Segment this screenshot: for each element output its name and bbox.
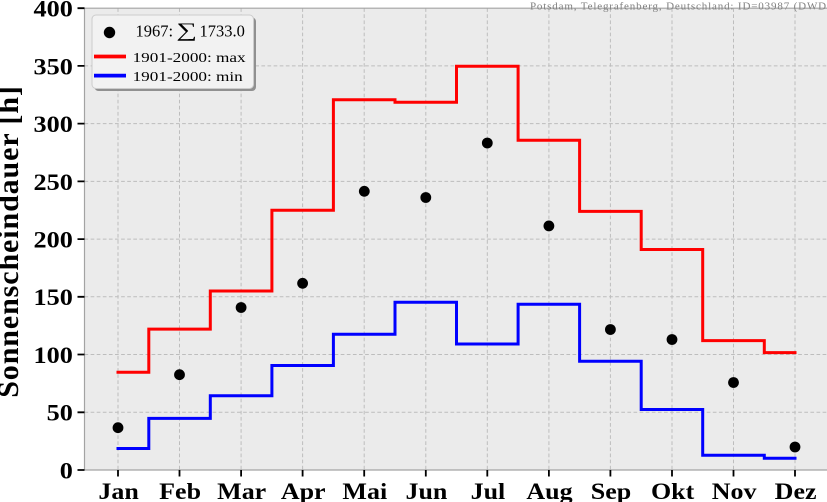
svg-text:1967:: 1967:	[136, 21, 174, 40]
svg-text:Sep: Sep	[591, 479, 631, 502]
svg-text:Nov: Nov	[712, 479, 758, 502]
svg-text:Jul: Jul	[471, 479, 506, 502]
svg-text:Mai: Mai	[342, 479, 387, 502]
svg-text:1733.0: 1733.0	[200, 21, 245, 40]
svg-text:200: 200	[33, 228, 72, 253]
svg-text:Sonnenscheindauer [h]: Sonnenscheindauer [h]	[0, 85, 25, 398]
svg-text:∑: ∑	[176, 19, 197, 41]
svg-text:Dez: Dez	[775, 479, 817, 502]
svg-text:1901-2000: min: 1901-2000: min	[133, 69, 243, 84]
svg-text:150: 150	[33, 286, 72, 311]
svg-text:0: 0	[60, 459, 73, 484]
svg-text:400: 400	[33, 0, 72, 22]
svg-text:Mar: Mar	[217, 479, 266, 502]
svg-text:1901-2000: max: 1901-2000: max	[133, 50, 246, 65]
svg-text:Jun: Jun	[405, 479, 447, 502]
svg-text:250: 250	[33, 170, 72, 195]
svg-text:50: 50	[47, 401, 73, 426]
svg-text:350: 350	[33, 55, 72, 80]
svg-text:Apr: Apr	[281, 479, 326, 502]
svg-text:300: 300	[33, 112, 72, 137]
svg-text:Aug: Aug	[526, 479, 573, 502]
svg-text:Okt: Okt	[651, 479, 695, 502]
svg-text:Feb: Feb	[159, 479, 201, 502]
svg-text:Potsdam, Telegrafenberg, Deuts: Potsdam, Telegrafenberg, Deutschland: ID…	[530, 1, 827, 13]
svg-text:Jan: Jan	[98, 479, 139, 502]
svg-text:100: 100	[33, 343, 72, 368]
